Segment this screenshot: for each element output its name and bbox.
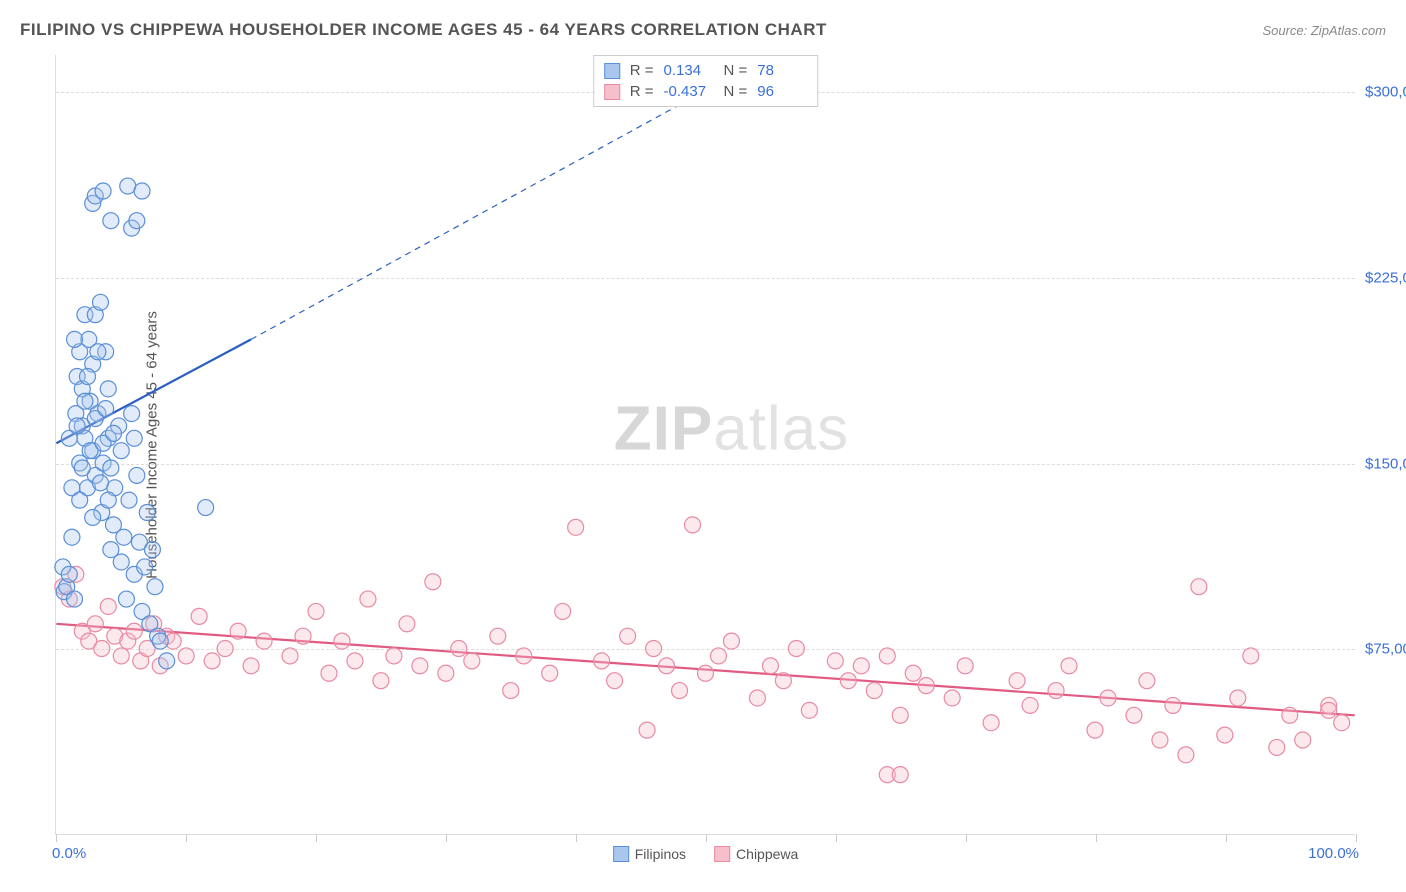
legend-item-filipinos: Filipinos <box>613 846 686 862</box>
swatch-filipinos <box>604 63 620 79</box>
swatch-chippewa <box>604 84 620 100</box>
legend-label-chippewa: Chippewa <box>736 846 798 862</box>
y-tick-label: $75,000 <box>1365 641 1406 658</box>
legend-bottom: Filipinos Chippewa <box>613 846 799 862</box>
chart-title: FILIPINO VS CHIPPEWA HOUSEHOLDER INCOME … <box>20 20 827 40</box>
swatch-filipinos <box>613 846 629 862</box>
stats-legend-box: R = 0.134 N = 78 R = -0.437 N = 96 <box>593 55 819 107</box>
r-label: R = <box>630 62 654 79</box>
x-axis-min-label: 0.0% <box>52 845 86 862</box>
y-tick-label: $150,000 <box>1365 455 1406 472</box>
n-value-filipinos: 78 <box>757 62 807 79</box>
y-tick-label: $300,000 <box>1365 84 1406 101</box>
legend-item-chippewa: Chippewa <box>714 846 798 862</box>
n-value-chippewa: 96 <box>757 83 807 100</box>
r-value-filipinos: 0.134 <box>664 62 714 79</box>
y-tick-label: $225,000 <box>1365 269 1406 286</box>
x-axis-max-label: 100.0% <box>1308 845 1359 862</box>
chart-header: FILIPINO VS CHIPPEWA HOUSEHOLDER INCOME … <box>20 20 1386 40</box>
source-attribution: Source: ZipAtlas.com <box>1262 23 1386 38</box>
chart-plot-area: Householder Income Ages 45 - 64 years $7… <box>55 55 1355 835</box>
stats-row-filipinos: R = 0.134 N = 78 <box>604 60 808 81</box>
n-label: N = <box>724 83 748 100</box>
scatter-svg <box>56 55 1355 834</box>
swatch-chippewa <box>714 846 730 862</box>
stats-row-chippewa: R = -0.437 N = 96 <box>604 81 808 102</box>
legend-label-filipinos: Filipinos <box>635 846 686 862</box>
r-label: R = <box>630 83 654 100</box>
r-value-chippewa: -0.437 <box>664 83 714 100</box>
n-label: N = <box>724 62 748 79</box>
